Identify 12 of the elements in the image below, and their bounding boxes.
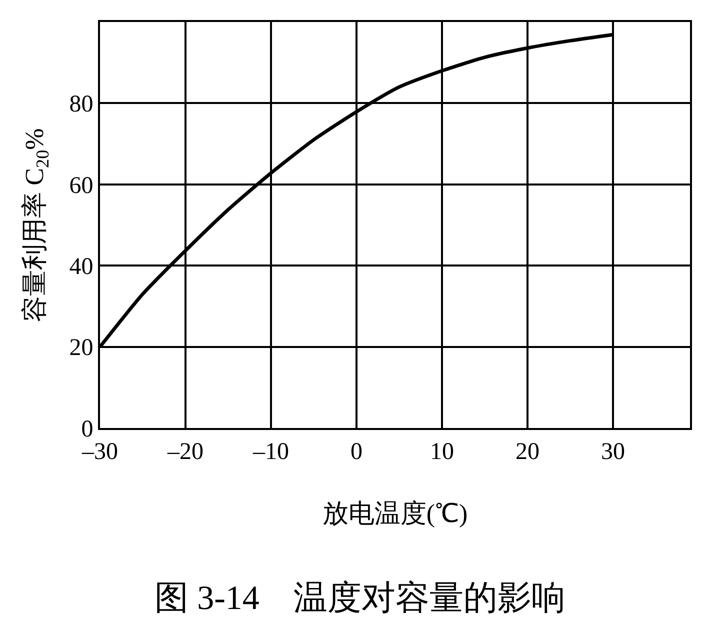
x-tick-label: 20 bbox=[516, 438, 540, 465]
y-tick-label: 80 bbox=[69, 92, 94, 118]
y-tick-label: 20 bbox=[69, 335, 94, 362]
x-tick-label: 30 bbox=[601, 438, 626, 465]
x-tick-label: –20 bbox=[166, 438, 204, 465]
y-tick-label: 40 bbox=[69, 254, 94, 280]
x-tick-label: 0 bbox=[350, 438, 363, 465]
y-tick-label: 60 bbox=[69, 172, 94, 199]
x-axis-title: 放电温度(℃) bbox=[322, 499, 468, 528]
text: 图 3-14 温度对容量的影响 bbox=[154, 580, 566, 618]
x-tick-label: 10 bbox=[430, 438, 454, 465]
x-tick-label: –10 bbox=[252, 438, 290, 465]
